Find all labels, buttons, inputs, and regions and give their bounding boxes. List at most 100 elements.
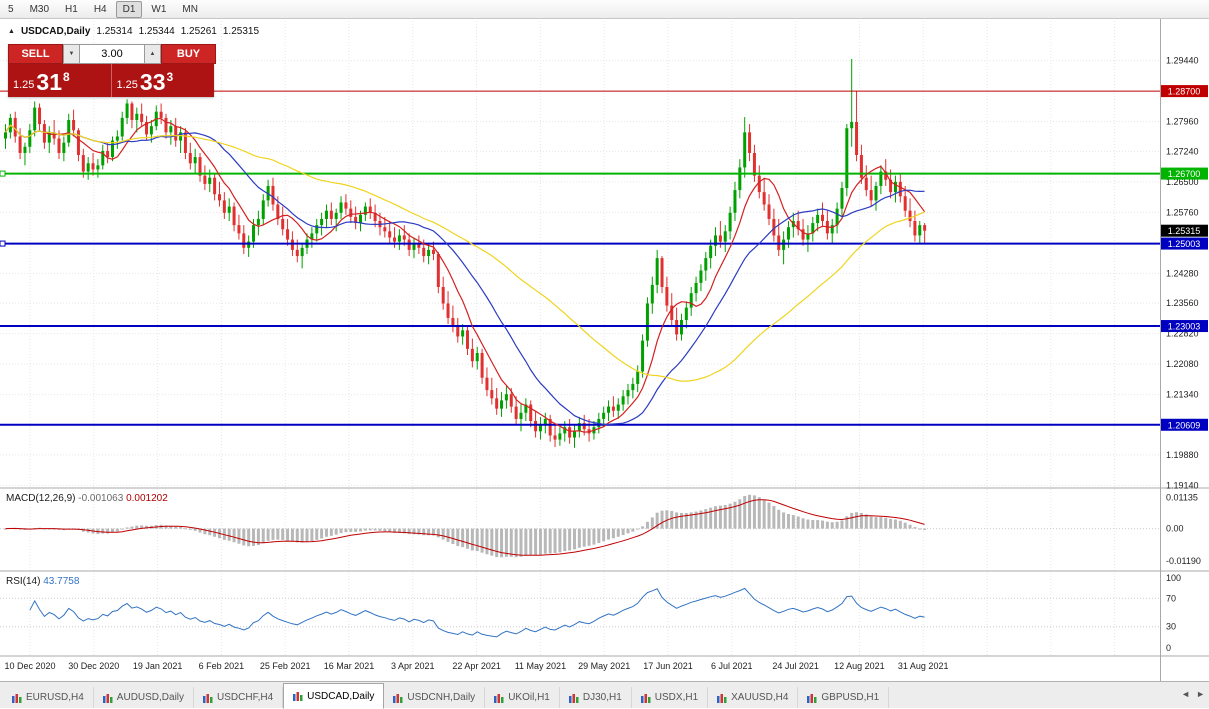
chart-ohlc-header: ▲ USDCAD,Daily 1.25314 1.25344 1.25261 1…: [8, 26, 259, 37]
tab-dj30-h1[interactable]: DJ30,H1: [560, 687, 632, 708]
svg-text:1.19880: 1.19880: [1166, 450, 1199, 460]
svg-text:0: 0: [1166, 643, 1171, 653]
svg-text:1.28700: 1.28700: [1168, 87, 1201, 97]
tab-xauusd-h4[interactable]: XAUUSD,H4: [708, 687, 799, 708]
triangle-up-icon: ▲: [149, 51, 156, 57]
svg-text:1.23560: 1.23560: [1166, 298, 1199, 308]
timeframe-button-h4[interactable]: H4: [93, 3, 107, 15]
tab-label: USDCNH,Daily: [407, 692, 476, 703]
svg-text:1.20609: 1.20609: [1168, 420, 1201, 430]
mini-chart-icon: [393, 693, 403, 703]
svg-text:0.00: 0.00: [1166, 524, 1184, 534]
svg-text:1.21340: 1.21340: [1166, 390, 1199, 400]
chart-canvas[interactable]: 1.29440 1.27960 1.27240 1.26500 1.25760 1.242…: [0, 19, 1209, 681]
tab-scroll-left-icon[interactable]: ◄: [1181, 689, 1191, 699]
mini-chart-icon: [293, 691, 303, 701]
trade-controls-row: SELL ▼ ▲ BUY: [8, 44, 216, 64]
tab-usdcad-daily[interactable]: USDCAD,Daily: [283, 683, 385, 709]
tab-label: AUDUSD,Daily: [116, 692, 185, 703]
buy-price-base: 1.25: [116, 79, 138, 91]
timeframe-button-mn[interactable]: MN: [182, 3, 198, 15]
svg-text:100: 100: [1166, 573, 1181, 583]
tab-audusd-daily[interactable]: AUDUSD,Daily: [94, 687, 195, 708]
svg-text:6 Jul 2021: 6 Jul 2021: [711, 661, 753, 671]
svg-text:10 Dec 2020: 10 Dec 2020: [4, 661, 55, 671]
tab-label: GBPUSD,H1: [821, 692, 880, 703]
rsi-indicator: [0, 587, 1160, 638]
tab-eurusd-h4[interactable]: EURUSD,H4: [3, 687, 94, 708]
timeframe-button-m30[interactable]: M30: [29, 3, 50, 15]
price-axis: 1.29440 1.27960 1.27240 1.26500 1.25760 1.242…: [1166, 56, 1201, 653]
sell-price-base: 1.25: [13, 79, 35, 91]
svg-text:1.23003: 1.23003: [1168, 322, 1201, 332]
tab-ukoil-h1[interactable]: UKOil,H1: [485, 687, 560, 708]
one-click-trading-panel: SELL ▼ ▲ BUY 1.25 31 8 1.25 33 3: [8, 44, 216, 97]
buy-price[interactable]: 1.25 33 3: [110, 64, 215, 97]
svg-text:1.25760: 1.25760: [1166, 207, 1199, 217]
mini-chart-icon: [12, 693, 22, 703]
tab-label: USDX,H1: [654, 692, 699, 703]
svg-text:30 Dec 2020: 30 Dec 2020: [68, 661, 119, 671]
timeframe-button-d1[interactable]: D1: [115, 0, 143, 18]
tab-usdchf-h4[interactable]: USDCHF,H4: [194, 687, 284, 708]
mini-chart-icon: [102, 693, 113, 703]
svg-text:29 May 2021: 29 May 2021: [578, 661, 630, 671]
ma-line-50: [5, 124, 925, 382]
timeframe-toolbar: 5 M30 H1 H4 D1 W1 MN: [0, 0, 1209, 19]
price-badges: 1.28700 1.26700 1.25003 1.23003 1.20609 1.253…: [1161, 85, 1208, 431]
tab-label: EURUSD,H4: [26, 692, 84, 703]
svg-text:25 Feb 2021: 25 Feb 2021: [260, 661, 311, 671]
svg-text:70: 70: [1166, 593, 1176, 603]
tab-label: USDCHF,H4: [217, 692, 274, 703]
tab-usdx-h1[interactable]: USDX,H1: [632, 687, 709, 708]
mini-chart-icon: [807, 693, 817, 703]
timeframe-button-5[interactable]: 5: [8, 3, 14, 15]
svg-text:1.19140: 1.19140: [1166, 480, 1199, 490]
horizontal-level-lines[interactable]: [0, 90, 1160, 426]
svg-text:1.24280: 1.24280: [1166, 268, 1199, 278]
close-value: 1.25315: [222, 26, 260, 37]
svg-text:24 Jul 2021: 24 Jul 2021: [772, 661, 819, 671]
macd-indicator: [0, 494, 1160, 558]
svg-text:12 Aug 2021: 12 Aug 2021: [834, 661, 885, 671]
sell-price-pips: 31: [36, 69, 63, 95]
svg-text:16 Mar 2021: 16 Mar 2021: [324, 661, 375, 671]
volume-input[interactable]: [80, 44, 144, 64]
tab-usdcnh-daily[interactable]: USDCNH,Daily: [384, 687, 486, 708]
tab-label: XAUUSD,H4: [731, 692, 789, 703]
svg-text:1.22080: 1.22080: [1166, 359, 1199, 369]
tab-scroll-arrows: ◄ ►: [1181, 689, 1205, 699]
sell-price-point: 8: [63, 70, 70, 84]
symbol-label: USDCAD,Daily: [20, 26, 91, 37]
mini-chart-icon: [640, 693, 651, 703]
svg-text:1.29440: 1.29440: [1166, 56, 1199, 66]
svg-text:1.25315: 1.25315: [1168, 226, 1201, 236]
volume-increase-button[interactable]: ▲: [144, 44, 161, 64]
timeframe-button-w1[interactable]: W1: [151, 3, 167, 15]
svg-text:-0.01190: -0.01190: [1166, 556, 1201, 566]
svg-text:6 Feb 2021: 6 Feb 2021: [199, 661, 245, 671]
ma-line-20: [5, 124, 925, 425]
volume-decrease-button[interactable]: ▼: [63, 44, 80, 64]
svg-text:11 May 2021: 11 May 2021: [515, 661, 566, 671]
svg-text:17 Jun 2021: 17 Jun 2021: [643, 661, 693, 671]
sell-price[interactable]: 1.25 31 8: [8, 64, 111, 97]
svg-text:0.01135: 0.01135: [1166, 493, 1198, 503]
timeframe-button-h1[interactable]: H1: [65, 3, 78, 15]
tab-scroll-right-icon[interactable]: ►: [1196, 689, 1205, 699]
low-value: 1.25261: [180, 26, 217, 37]
svg-text:3 Apr 2021: 3 Apr 2021: [391, 661, 435, 671]
candles: [4, 58, 927, 448]
svg-text:1.26500: 1.26500: [1166, 177, 1199, 187]
sell-button[interactable]: SELL: [8, 44, 63, 64]
mini-chart-icon: [568, 693, 579, 703]
open-value: 1.25314: [96, 26, 133, 37]
triangle-down-icon: ▼: [68, 51, 75, 57]
buy-price-point: 3: [166, 70, 174, 84]
svg-text:1.26700: 1.26700: [1168, 169, 1201, 179]
buy-button[interactable]: BUY: [161, 44, 216, 64]
tab-gbpusd-h1[interactable]: GBPUSD,H1: [798, 687, 890, 708]
collapse-triangle-icon[interactable]: ▲: [8, 28, 15, 35]
tab-label: USDCAD,Daily: [307, 690, 375, 702]
high-value: 1.25344: [138, 26, 175, 37]
